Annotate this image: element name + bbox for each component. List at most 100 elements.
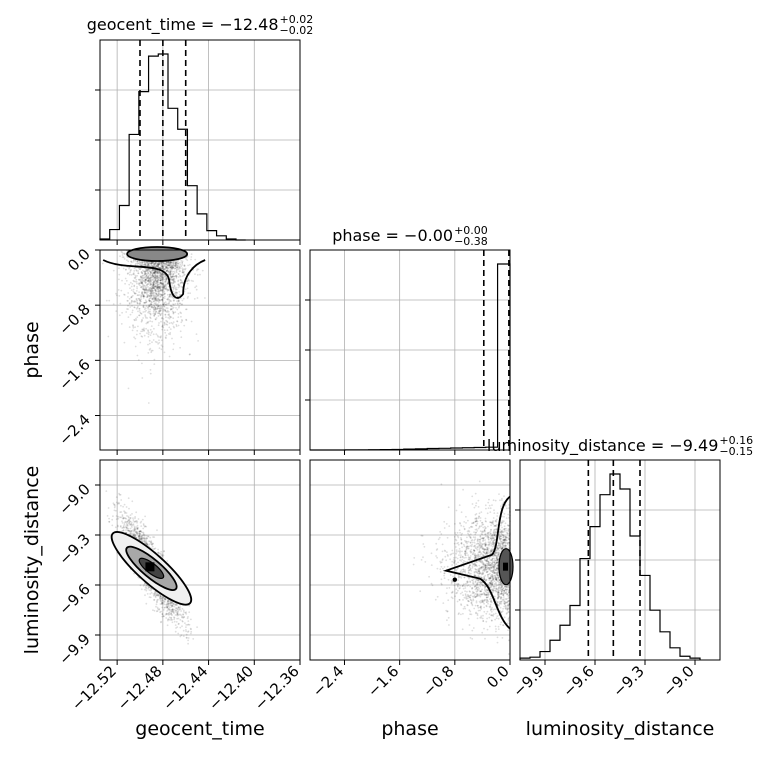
sample-point	[158, 263, 161, 266]
sample-point	[165, 266, 168, 268]
sample-point	[153, 269, 156, 272]
sample-point	[148, 289, 151, 291]
sample-point	[134, 277, 137, 279]
sample-point	[169, 266, 172, 269]
sample-point	[162, 288, 164, 291]
sample-point	[146, 268, 149, 271]
sample-point	[120, 499, 123, 501]
sample-point	[161, 276, 164, 278]
sample-point	[139, 301, 141, 304]
sample-point	[131, 294, 134, 297]
sample-point	[159, 283, 162, 285]
sample-point	[140, 260, 143, 263]
sample-point	[468, 573, 471, 575]
sample-point	[148, 589, 151, 591]
sample-point	[154, 269, 157, 272]
sample-point	[127, 300, 129, 302]
sample-point	[126, 299, 129, 302]
sample-point	[174, 311, 177, 314]
sample-point	[118, 295, 121, 297]
sample-point	[162, 291, 165, 293]
sample-point	[159, 285, 162, 287]
sample-point	[171, 279, 174, 282]
sample-point	[145, 285, 147, 288]
sample-point	[177, 264, 179, 266]
sample-point	[124, 269, 127, 271]
sample-point	[143, 270, 146, 273]
sample-point	[157, 263, 160, 266]
sample-point	[165, 266, 167, 268]
sample-point	[136, 524, 139, 527]
sample-point	[175, 291, 178, 294]
sample-point	[113, 506, 116, 509]
sample-point	[151, 330, 154, 333]
sample-point	[158, 310, 161, 313]
sample-point	[136, 521, 138, 524]
sample-point	[491, 504, 493, 506]
sample-point	[149, 372, 152, 375]
sample-point	[149, 308, 152, 311]
sample-point	[176, 300, 178, 302]
sample-point	[145, 278, 147, 280]
sample-point	[154, 299, 156, 302]
sample-point	[158, 286, 160, 288]
sample-point	[121, 311, 123, 314]
sample-point	[119, 525, 122, 528]
sample-point	[171, 278, 174, 281]
sample-point	[123, 510, 125, 513]
sample-point	[164, 331, 167, 334]
sample-point	[156, 285, 159, 287]
sample-point	[180, 336, 183, 339]
sample-point	[165, 310, 168, 313]
sample-point	[490, 544, 493, 547]
sample-point	[155, 304, 158, 307]
sample-point	[132, 324, 134, 327]
sample-point	[154, 299, 157, 301]
sample-point	[133, 280, 136, 283]
sample-point	[161, 290, 163, 293]
sample-point	[160, 275, 162, 278]
sample-point	[181, 319, 183, 321]
sample-point	[181, 260, 184, 263]
sample-point	[111, 524, 114, 527]
sample-point	[107, 507, 110, 509]
sample-point	[168, 302, 170, 305]
sample-point	[175, 269, 178, 271]
sample-point	[106, 515, 109, 517]
sample-point	[159, 282, 162, 284]
sample-point	[453, 542, 456, 545]
sample-point	[133, 336, 136, 339]
sample-point	[159, 289, 162, 292]
sample-point	[142, 527, 145, 530]
sample-point	[172, 290, 175, 293]
sample-point	[161, 282, 164, 285]
sample-point	[182, 614, 185, 616]
sample-point	[460, 511, 463, 514]
sample-point	[148, 299, 151, 302]
sample-point	[143, 284, 146, 287]
sample-point	[157, 285, 160, 288]
sample-point	[141, 377, 144, 379]
sample-point	[147, 272, 150, 275]
sample-point	[153, 284, 156, 287]
sample-point	[155, 266, 157, 268]
sample-point	[149, 593, 152, 595]
sample-point	[147, 264, 150, 266]
sample-point	[128, 326, 131, 328]
sample-point	[139, 280, 142, 283]
sample-point	[143, 306, 145, 309]
sample-point	[173, 297, 175, 300]
sample-point	[122, 505, 124, 508]
sample-point	[157, 266, 160, 268]
sample-point	[171, 608, 174, 611]
sample-point	[175, 261, 178, 264]
sample-point	[140, 286, 142, 289]
sample-point	[460, 613, 462, 616]
sample-point	[154, 313, 156, 316]
sample-point	[151, 272, 154, 275]
sample-point	[159, 274, 161, 276]
sample-point	[159, 295, 162, 298]
sample-point	[154, 593, 156, 596]
sample-point	[166, 298, 169, 301]
